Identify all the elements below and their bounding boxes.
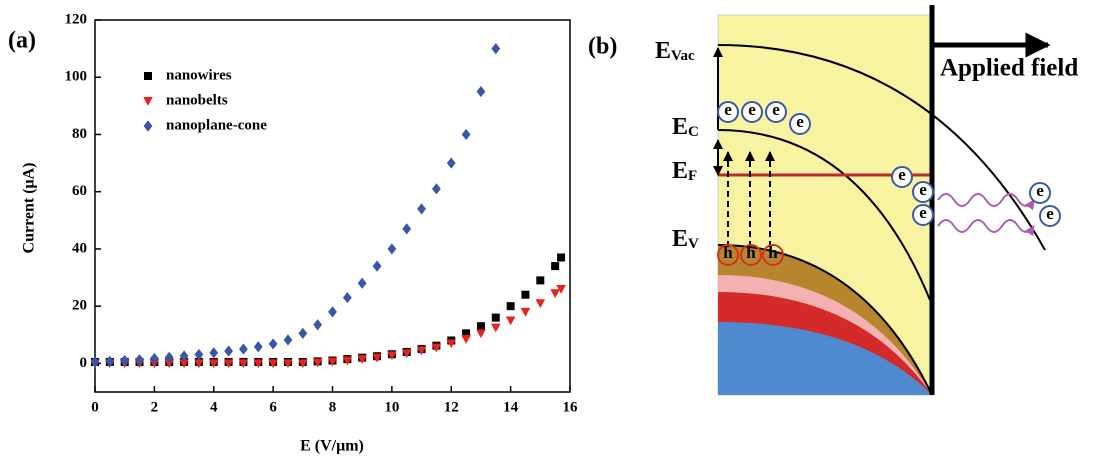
plot: 0 2 4 6 8 10 12 14 16 0 20 40 60 80 100 120 nanowires nan…: [65, 11, 579, 415]
point: [209, 347, 218, 358]
legend-label: nanoplane-cone: [166, 117, 267, 133]
point: [447, 157, 456, 168]
point: [557, 254, 565, 262]
point: [284, 334, 293, 345]
legend-marker: [144, 120, 153, 131]
legend-label: nanowires: [166, 67, 232, 83]
x-tick-label: 6: [269, 399, 277, 415]
y-tick-label: 120: [65, 11, 88, 27]
x-tick-label: 2: [151, 399, 159, 415]
point: [417, 203, 426, 214]
point: [491, 324, 501, 333]
point: [536, 276, 544, 284]
point: [521, 308, 531, 317]
point: [313, 319, 322, 330]
point: [477, 86, 486, 97]
panel-label: (a): [8, 28, 36, 54]
hole-label: h: [768, 243, 778, 262]
level-main: E: [672, 114, 688, 140]
electron-label: e: [748, 100, 756, 119]
point: [224, 345, 233, 356]
point: [521, 291, 529, 299]
x-tick-label: 16: [563, 399, 579, 415]
legend-label: nanobelts: [166, 92, 228, 108]
point: [507, 302, 515, 310]
y-tick-label: 40: [72, 240, 87, 256]
point: [373, 260, 382, 271]
point: [358, 278, 367, 289]
point: [461, 335, 471, 344]
point: [491, 43, 500, 54]
point: [476, 329, 486, 338]
electron-label: e: [919, 203, 927, 222]
x-tick-label: 14: [503, 399, 519, 415]
x-tick-label: 12: [444, 399, 459, 415]
figure: (a) E (V/μm) Current (μA) 02468101214160…: [0, 0, 1108, 463]
y-tick-label: 60: [72, 183, 87, 199]
point: [269, 338, 278, 349]
point: [239, 343, 248, 354]
level-main: E: [655, 38, 671, 64]
point: [343, 292, 352, 303]
field-label: Applied field: [940, 55, 1078, 82]
emission-waves: [938, 194, 1034, 232]
level-sub: V: [688, 236, 699, 252]
y-axis-label: Current (μA): [21, 163, 38, 254]
point: [402, 223, 411, 234]
x-axis-label: E (V/μm): [300, 438, 364, 455]
legend-marker: [143, 97, 153, 106]
level-label: EV: [672, 226, 699, 253]
panel-label: (b): [588, 34, 617, 60]
band-diagram: (b) Applied field EVacECEFEVeeeeeeeeehhh: [588, 5, 1078, 395]
point: [477, 322, 485, 330]
electron-label: e: [919, 180, 927, 199]
point: [432, 183, 441, 194]
x-tick-label: 10: [384, 399, 399, 415]
point: [492, 314, 500, 322]
electron-label: e: [898, 165, 906, 184]
level-label: EF: [672, 158, 697, 185]
point: [551, 262, 559, 270]
point: [254, 341, 263, 352]
point: [462, 129, 471, 140]
x-tick-label: 4: [210, 399, 218, 415]
level-sub: Vac: [671, 48, 695, 64]
point: [506, 316, 516, 325]
hole-label: h: [746, 243, 756, 262]
x-tick-label: 8: [329, 399, 337, 415]
hole-label: h: [723, 243, 733, 262]
level-main: E: [672, 158, 688, 184]
point: [328, 306, 337, 317]
legend-marker: [144, 72, 152, 80]
electron-label: e: [724, 100, 732, 119]
point: [550, 289, 560, 298]
point: [536, 299, 546, 308]
y-tick-label: 20: [72, 298, 87, 314]
y-tick-label: 100: [65, 69, 88, 85]
electron-label: e: [1046, 204, 1054, 223]
level-label: EVac: [655, 38, 695, 65]
point: [387, 243, 396, 254]
point: [298, 328, 307, 339]
y-tick-label: 0: [80, 355, 88, 371]
x-tick-label: 0: [91, 399, 99, 415]
level-main: E: [672, 226, 688, 252]
level-sub: F: [688, 168, 697, 184]
y-tick-label: 80: [72, 126, 87, 142]
electron-label: e: [1036, 181, 1044, 200]
electron-label: e: [796, 112, 804, 131]
level-sub: C: [688, 124, 699, 140]
level-label: EC: [672, 114, 699, 141]
electron-label: e: [772, 100, 780, 119]
